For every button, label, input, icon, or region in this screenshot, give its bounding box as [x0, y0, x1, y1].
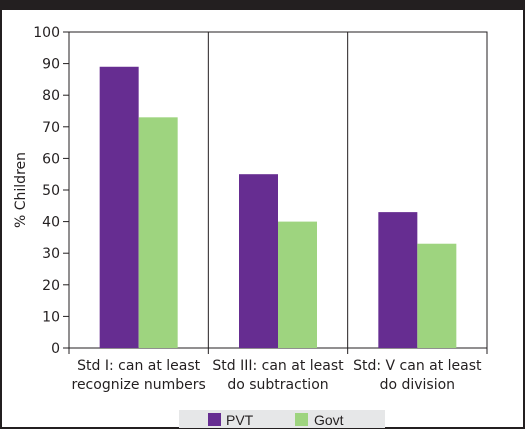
- y-tick-label: 100: [33, 25, 60, 41]
- legend-swatch-govt: [295, 413, 308, 426]
- category-label: Std I: can at least: [77, 358, 201, 374]
- category-label: do subtraction: [227, 377, 328, 393]
- y-tick-label: 0: [51, 341, 60, 357]
- bar-govt-2: [278, 221, 317, 348]
- bar-govt-1: [138, 117, 178, 348]
- category-label: Std III: can at least: [212, 358, 344, 374]
- bar-pvt-3: [378, 212, 418, 348]
- legend-background: [179, 410, 385, 428]
- y-axis-title: % Children: [13, 152, 29, 228]
- y-tick-label: 90: [42, 57, 60, 73]
- y-tick-label: 50: [42, 183, 60, 199]
- y-tick-label: 40: [42, 215, 60, 231]
- y-tick-label: 20: [42, 278, 60, 294]
- y-tick-label: 80: [42, 88, 60, 104]
- legend-label-govt: Govt: [314, 412, 344, 428]
- bar-pvt-1: [99, 66, 139, 348]
- y-tick-label: 30: [42, 246, 60, 262]
- bars-layer: [99, 66, 457, 348]
- y-tick-label: 60: [42, 151, 60, 167]
- category-label: recognize numbers: [72, 377, 206, 393]
- legend: PVT Govt: [179, 410, 385, 428]
- y-tick-label: 70: [42, 120, 60, 136]
- legend-swatch-pvt: [208, 413, 221, 426]
- axis-layer: 0 10 20 30 40 50 60 70 80 90 100 Std I: can at leas…: [33, 25, 488, 393]
- legend-label-pvt: PVT: [226, 412, 254, 428]
- category-label: Std: V can at least: [353, 358, 482, 374]
- bar-govt-3: [417, 243, 457, 348]
- category-label: do division: [380, 377, 455, 393]
- bar-pvt-2: [239, 174, 278, 348]
- y-tick-label: 10: [42, 309, 60, 325]
